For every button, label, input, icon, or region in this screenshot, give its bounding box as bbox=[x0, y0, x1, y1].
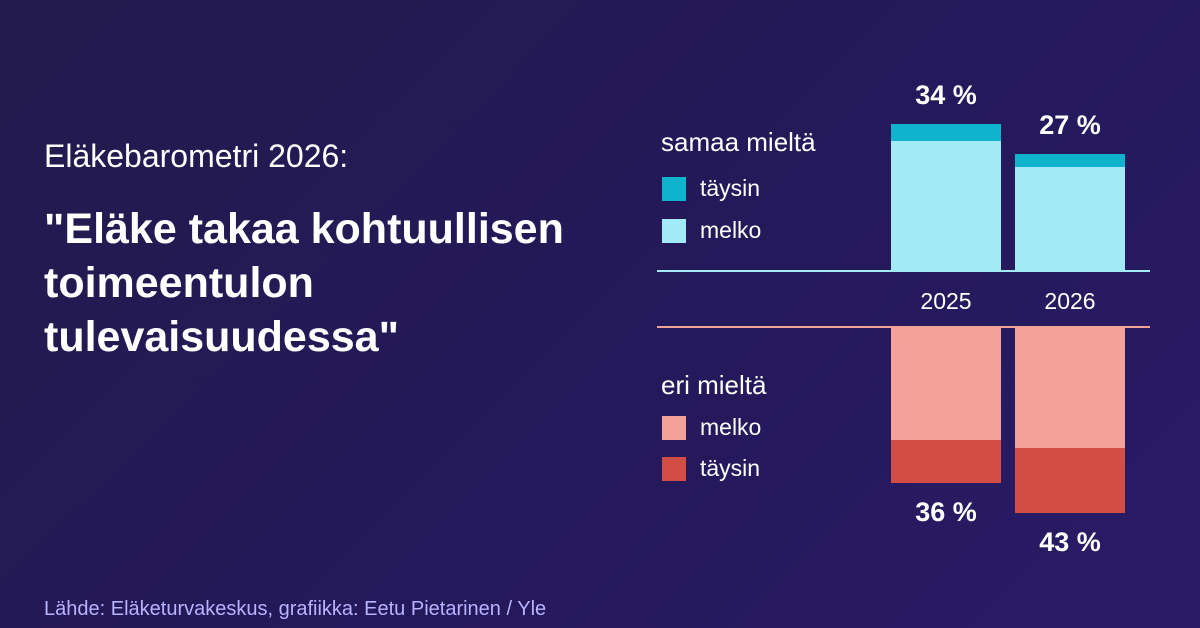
legend-disagree-somewhat: melko bbox=[662, 414, 761, 441]
bar-disagree-2025 bbox=[891, 328, 1001, 483]
legend-disagree-somewhat-label: melko bbox=[700, 414, 762, 440]
value-label-agree-2025: 34 % bbox=[915, 79, 977, 110]
bar-agree-fully-2026 bbox=[1015, 153, 1125, 167]
bar-disagree-2026 bbox=[1015, 328, 1125, 513]
swatch-agree-somewhat bbox=[662, 218, 686, 243]
legend-disagree-fully-label: täysin bbox=[700, 455, 761, 481]
value-label-disagree-2025: 36 % bbox=[915, 496, 977, 527]
year-label-2026: 2026 bbox=[1044, 288, 1096, 314]
legend-agree-somewhat: melko bbox=[662, 217, 761, 244]
legend-agree-fully-label: täysin bbox=[700, 175, 761, 201]
value-label-disagree-2026: 43 % bbox=[1039, 526, 1101, 557]
bar-disagree-fully-2026 bbox=[1015, 448, 1125, 513]
legend-disagree-title: eri mieltä bbox=[661, 370, 767, 400]
bar-agree-somewhat-2025 bbox=[891, 140, 1001, 270]
swatch-disagree-fully bbox=[662, 456, 686, 481]
swatch-disagree-somewhat bbox=[662, 415, 686, 440]
bar-agree-2026 bbox=[1015, 153, 1125, 270]
source-note: Lähde: Eläketurvakeskus, grafiikka: Eetu… bbox=[44, 598, 547, 620]
legend-agree-title: samaa mieltä bbox=[661, 127, 816, 157]
bar-agree-fully-2025 bbox=[891, 123, 1001, 141]
legend-agree-somewhat-label: melko bbox=[700, 217, 762, 243]
swatch-agree-fully bbox=[662, 176, 686, 201]
year-label-2025: 2025 bbox=[920, 288, 972, 314]
agree-baseline bbox=[657, 270, 1150, 272]
disagree-baseline bbox=[657, 326, 1150, 328]
headline: "Eläke takaa kohtuullisen toimeentulon t… bbox=[44, 205, 564, 361]
kicker-title: Eläkebarometri 2026: bbox=[44, 138, 349, 174]
legend-agree-fully: täysin bbox=[662, 175, 760, 202]
bar-agree-2025 bbox=[891, 123, 1001, 270]
bar-disagree-fully-2025 bbox=[891, 439, 1001, 483]
bar-agree-somewhat-2026 bbox=[1015, 166, 1125, 270]
bar-disagree-somewhat-2026 bbox=[1015, 328, 1125, 449]
legend-disagree-fully: täysin bbox=[662, 455, 760, 482]
bar-disagree-somewhat-2025 bbox=[891, 328, 1001, 440]
value-label-agree-2026: 27 % bbox=[1039, 109, 1101, 140]
